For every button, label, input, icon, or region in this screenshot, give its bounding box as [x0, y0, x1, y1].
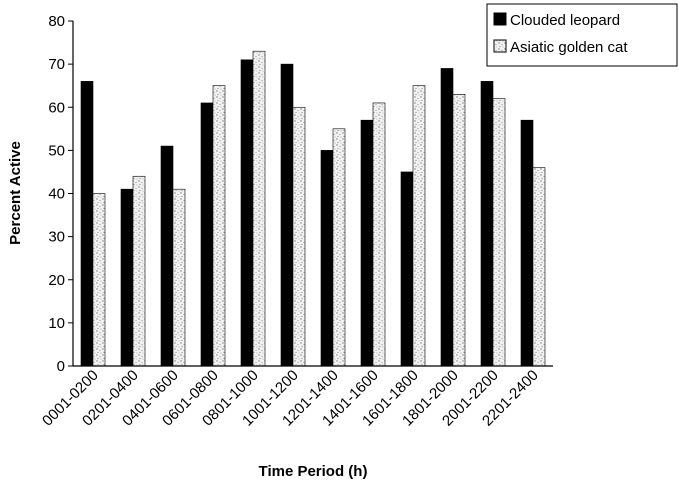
bar-asiatic-golden-cat	[532, 167, 546, 367]
bar-clouded-leopard	[160, 145, 174, 367]
bar-clouded-leopard	[520, 119, 534, 367]
bar-asiatic-golden-cat	[212, 85, 226, 367]
bar-clouded-leopard	[440, 68, 454, 367]
legend-box	[486, 3, 678, 67]
bar-asiatic-golden-cat	[172, 188, 186, 367]
bar-clouded-leopard	[280, 63, 294, 367]
bar-clouded-leopard	[400, 171, 414, 367]
legend-swatch-clouded-leopard	[493, 12, 507, 26]
y-tick-label: 10	[48, 315, 65, 332]
y-tick-label: 30	[48, 229, 65, 246]
bar-clouded-leopard	[120, 188, 134, 367]
y-tick-label: 20	[48, 272, 65, 289]
y-axis-title: Percent Active	[7, 141, 24, 245]
bar-asiatic-golden-cat	[372, 102, 386, 367]
legend-label-asiatic-golden-cat: Asiatic golden cat	[510, 39, 628, 56]
x-axis-title: Time Period (h)	[259, 463, 368, 480]
legend-swatch-asiatic-golden-cat	[493, 39, 507, 53]
bar-clouded-leopard	[480, 81, 494, 367]
bar-asiatic-golden-cat	[292, 106, 306, 367]
bar-asiatic-golden-cat	[92, 193, 106, 367]
bar-clouded-leopard	[320, 150, 334, 367]
legend: Clouded leopard Asiatic golden cat	[486, 3, 678, 67]
bar-clouded-leopard	[80, 81, 94, 367]
bar-clouded-leopard	[360, 119, 374, 367]
y-tick-label: 80	[48, 13, 65, 30]
bar-asiatic-golden-cat	[332, 128, 346, 367]
bar-asiatic-golden-cat	[252, 50, 266, 367]
bar-clouded-leopard	[200, 102, 214, 367]
y-tick-label: 60	[48, 99, 65, 116]
y-tick-label: 0	[57, 358, 65, 375]
bar-clouded-leopard	[240, 59, 254, 367]
bar-asiatic-golden-cat	[132, 175, 146, 367]
bar-asiatic-golden-cat	[452, 94, 466, 367]
bar-asiatic-golden-cat	[492, 98, 506, 367]
y-tick-label: 40	[48, 186, 65, 203]
legend-label-clouded-leopard: Clouded leopard	[510, 12, 620, 29]
bar-asiatic-golden-cat	[412, 85, 426, 367]
y-tick-label: 50	[48, 142, 65, 159]
y-tick-label: 70	[48, 56, 65, 73]
